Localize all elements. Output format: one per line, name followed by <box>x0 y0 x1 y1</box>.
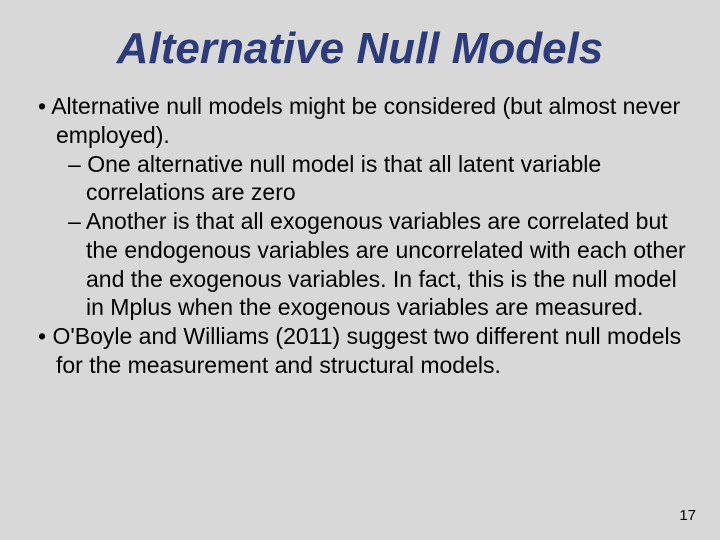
bullet-item: Alternative null models might be conside… <box>20 92 700 150</box>
slide-title: Alternative Null Models <box>20 24 700 74</box>
slide-container: Alternative Null Models Alternative null… <box>0 0 720 540</box>
bullet-item: O'Boyle and Williams (2011) suggest two … <box>20 322 700 380</box>
slide-content: Alternative null models might be conside… <box>20 92 700 380</box>
bullet-subitem: One alternative null model is that all l… <box>20 150 700 208</box>
bullet-subitem: Another is that all exogenous variables … <box>20 207 700 322</box>
page-number: 17 <box>679 507 696 524</box>
